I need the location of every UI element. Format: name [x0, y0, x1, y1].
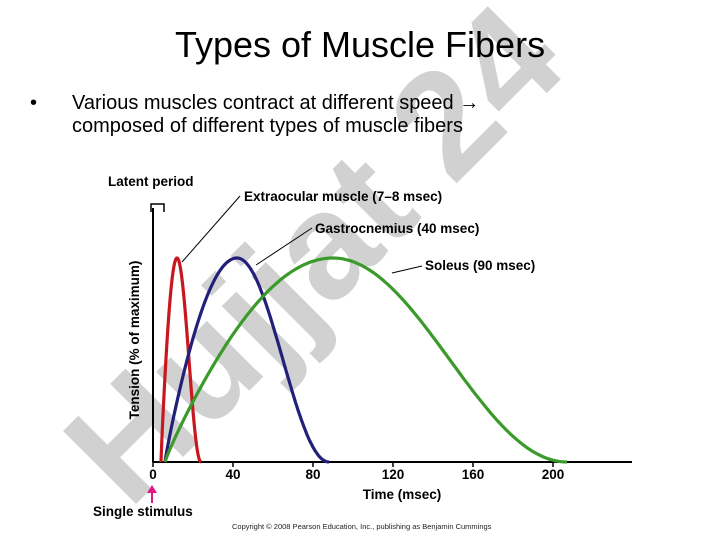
extraocular-curve: [159, 256, 203, 464]
slide-title: Types of Muscle Fibers: [174, 24, 546, 65]
x-tick-label: 40: [225, 467, 240, 482]
gastrocnemius-label: Gastrocnemius (40 msec): [315, 221, 479, 236]
x-tick-label: 160: [462, 467, 485, 482]
soleus-label: Soleus (90 msec): [425, 258, 535, 273]
bullet-line-1: Various muscles contract at different sp…: [72, 92, 480, 114]
copyright-notice: Copyright © 2008 Pearson Education, Inc.…: [232, 522, 492, 531]
x-tick-label: 200: [542, 467, 565, 482]
extraocular-label: Extraocular muscle (7–8 msec): [244, 189, 442, 204]
gastrocnemius-leader-line: [255, 227, 313, 266]
bullet-dot: •: [30, 92, 38, 114]
x-tick-label: 0: [149, 467, 157, 482]
bullet-text: Various muscles contract at different sp…: [72, 92, 672, 138]
latent-period-label: Latent period: [108, 174, 194, 189]
x-tick-label: 120: [382, 467, 405, 482]
single-stimulus-label: Single stimulus: [93, 504, 193, 519]
gastrocnemius-curve: [163, 256, 330, 464]
latent-period-bracket: [150, 203, 165, 212]
x-tick-label: 80: [305, 467, 320, 482]
soleus-curve: [163, 256, 568, 464]
extraocular-leader-line: [181, 195, 241, 263]
stimulus-arrow-head: [147, 485, 157, 493]
y-axis-label: Tension (% of maximum): [127, 261, 142, 420]
x-axis-label: Time (msec): [363, 487, 442, 502]
soleus-leader-line: [391, 265, 423, 274]
bullet-line-2: composed of different types of muscle fi…: [72, 115, 463, 137]
